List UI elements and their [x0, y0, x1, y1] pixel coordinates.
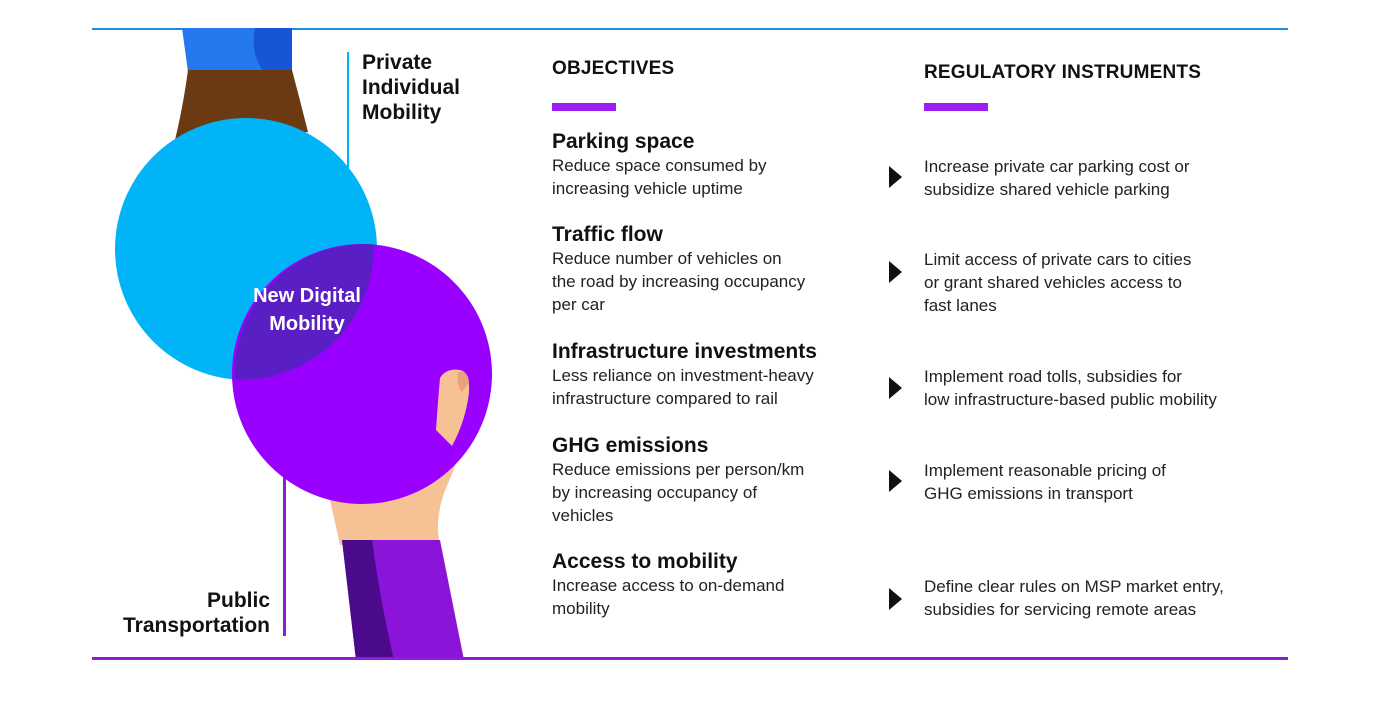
objective-row: Parking space Reduce space consumed by i… [552, 129, 767, 200]
public-transportation-label: Public Transportation [80, 588, 270, 638]
new-digital-mobility-label: New Digital Mobility [212, 282, 402, 338]
overlap-region [234, 244, 374, 380]
regulatory-line: subsidize shared vehicle parking [924, 180, 1170, 199]
regulatory-line: fast lanes [924, 296, 997, 315]
regulatory-line: Define clear rules on MSP market entry, [924, 577, 1224, 596]
objective-title: GHG emissions [552, 434, 709, 457]
regulatory-item: Define clear rules on MSP market entry, … [924, 575, 1224, 621]
venn-illustration [115, 28, 492, 660]
arrow-icon [889, 588, 902, 610]
objective-desc-line: infrastructure compared to rail [552, 389, 778, 408]
public-label-line: Public [206, 589, 270, 612]
objective-title: Parking space [552, 130, 695, 153]
public-guide-line [283, 436, 286, 636]
private-guide-line [347, 52, 349, 274]
private-label-line: Private [362, 51, 433, 74]
purple-sleeve-shade [342, 540, 394, 660]
regulatory-item: Limit access of private cars to cities o… [924, 248, 1191, 317]
regulatory-item: Implement road tolls, subsidies for low … [924, 365, 1217, 411]
regulatory-item: Increase private car parking cost or sub… [924, 155, 1190, 201]
objective-desc-line: vehicles [552, 506, 614, 525]
arrow-icon [889, 470, 902, 492]
regulatory-line: GHG emissions in transport [924, 484, 1133, 503]
objective-desc-line: Less reliance on investment-heavy [552, 366, 814, 385]
private-label-line: Mobility [362, 101, 442, 124]
objective-title: Access to mobility [552, 550, 738, 573]
top-rule [92, 28, 1288, 30]
regulatory-item: Implement reasonable pricing of GHG emis… [924, 459, 1166, 505]
objective-desc-line: Reduce number of vehicles on [552, 249, 782, 268]
blue-sleeve-shade [253, 28, 292, 70]
regulatory-line: subsidies for servicing remote areas [924, 600, 1197, 619]
objective-row: Infrastructure investments Less reliance… [552, 339, 817, 410]
objective-desc-line: mobility [552, 599, 610, 618]
public-label-line: Transportation [122, 614, 270, 637]
regulatory-accent-bar [924, 103, 988, 111]
arrow-icon [889, 261, 902, 283]
arrow-icon [889, 166, 902, 188]
objective-title: Infrastructure investments [552, 340, 817, 363]
objective-desc-line: Reduce emissions per person/km [552, 460, 805, 479]
objective-desc-line: Reduce space consumed by [552, 156, 767, 175]
regulatory-line: Limit access of private cars to cities [924, 250, 1192, 269]
center-label-line: New Digital [253, 285, 361, 307]
objective-desc-line: Increase access to on-demand [552, 576, 785, 595]
objective-desc-line: per car [552, 295, 605, 314]
private-mobility-label: Private Individual Mobility [362, 50, 460, 125]
objective-row: GHG emissions Reduce emissions per perso… [552, 433, 804, 527]
objective-row: Traffic flow Reduce number of vehicles o… [552, 222, 805, 316]
regulatory-line: low infrastructure-based public mobility [924, 390, 1217, 409]
regulatory-line: Implement reasonable pricing of [924, 461, 1166, 480]
objective-desc-line: by increasing occupancy of [552, 483, 758, 502]
regulatory-line: Implement road tolls, subsidies for [924, 367, 1182, 386]
arrow-icon [889, 377, 902, 399]
objectives-heading: OBJECTIVES [552, 58, 675, 79]
objective-desc-line: increasing vehicle uptime [552, 179, 743, 198]
objective-title: Traffic flow [552, 223, 663, 246]
center-label-line: Mobility [269, 313, 345, 335]
objective-desc-line: the road by increasing occupancy [552, 272, 806, 291]
regulatory-heading: REGULATORY INSTRUMENTS [924, 62, 1202, 83]
objectives-accent-bar [552, 103, 616, 111]
regulatory-line: Increase private car parking cost or [924, 157, 1190, 176]
objective-row: Access to mobility Increase access to on… [552, 549, 784, 620]
private-label-line: Individual [362, 76, 461, 99]
bottom-rule [92, 657, 1288, 660]
regulatory-line: or grant shared vehicles access to [924, 273, 1182, 292]
light-fingernail [457, 371, 469, 392]
